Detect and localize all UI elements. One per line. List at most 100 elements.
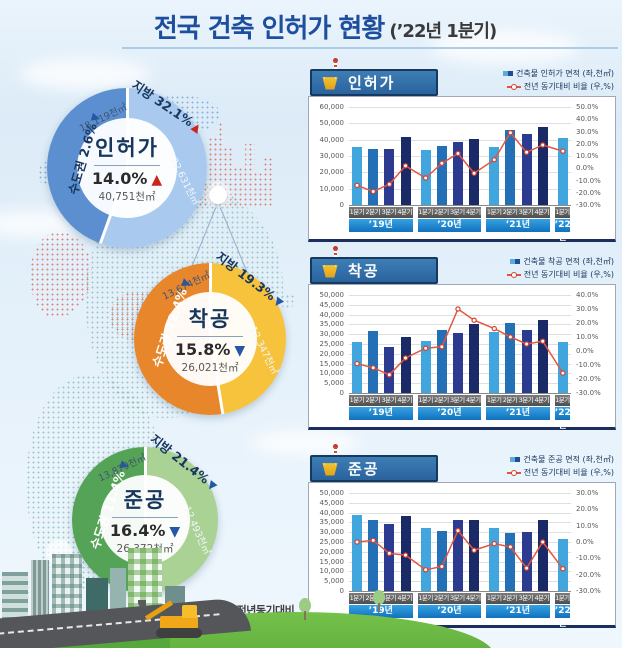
chart-header-permit: 인허가 xyxy=(310,69,438,96)
map-dots-islet xyxy=(280,294,296,308)
bar xyxy=(368,148,379,205)
chart-header-complete: 준공 xyxy=(310,455,438,482)
bar xyxy=(557,341,568,393)
gridline xyxy=(349,304,571,306)
y-axis-label-left: 30,000 xyxy=(319,528,345,537)
line-legend-icon xyxy=(506,469,521,476)
bar xyxy=(400,336,411,393)
donut-hole xyxy=(77,118,177,218)
quarter-label: 1분기 xyxy=(349,594,365,602)
year-label: ’19년 xyxy=(349,219,413,232)
quarter-label: 1분기 xyxy=(555,208,570,216)
tree-icon xyxy=(298,598,312,620)
bar xyxy=(384,346,395,393)
y-axis-label-left: 10,000 xyxy=(319,567,345,576)
quarter-label: 4분기 xyxy=(397,396,412,404)
y-axis-label-right: 0.0% xyxy=(576,164,594,173)
quarter-strip: 1분기 xyxy=(554,395,570,406)
bar xyxy=(489,146,500,205)
bucket-icon xyxy=(322,77,338,90)
chart-legend: 건축물 인허가 면적 (좌,천㎡) 전년 동기대비 비율 (우,%) xyxy=(502,68,614,92)
quarter-label: 2분기 xyxy=(502,208,518,216)
year-label: ’21년 xyxy=(486,219,550,232)
bar xyxy=(368,331,379,393)
quarter-label: 1분기 xyxy=(555,594,570,602)
y-axis-label-right: 30.0% xyxy=(576,489,599,497)
chart-title: 인허가 xyxy=(348,74,396,92)
y-axis-label-left: 5,000 xyxy=(323,379,344,388)
gridline xyxy=(349,512,571,514)
donut-center: 인허가 14.0% ▲ 40,751천㎡ xyxy=(79,120,175,216)
donut-total: 26,021천㎡ xyxy=(181,362,239,374)
crane-hook-icon xyxy=(330,444,340,458)
line-marker xyxy=(471,317,477,323)
bar xyxy=(352,147,363,205)
quarter-label: 3분기 xyxy=(450,208,465,216)
chart-header-start: 착공 xyxy=(310,257,438,284)
quarter-label: 1분기 xyxy=(418,396,433,404)
gridline xyxy=(349,107,571,108)
bar xyxy=(452,333,463,393)
gridline xyxy=(349,502,571,504)
donut-center: 착공 15.8% ▼ 26,021천㎡ xyxy=(164,293,255,384)
bar xyxy=(384,149,395,205)
building xyxy=(31,560,49,630)
quarter-label: 3분기 xyxy=(381,396,397,404)
quarter-label: 1분기 xyxy=(349,208,365,216)
y-axis-label-left: 45,000 xyxy=(319,498,345,507)
quarter-label: 4분기 xyxy=(465,208,481,216)
bar xyxy=(557,539,568,591)
quarter-label: 4분기 xyxy=(534,594,550,602)
quarter-label: 4분기 xyxy=(397,594,412,602)
y-axis-label-right: -10.0% xyxy=(576,361,601,369)
title-underline xyxy=(122,47,618,49)
city-illustration xyxy=(0,548,500,648)
y-axis-label-left: 0 xyxy=(339,587,344,595)
bar xyxy=(420,150,431,205)
x-axis-line xyxy=(349,205,571,206)
y-axis-label-right: 10.0% xyxy=(576,152,599,160)
quarter-label: 1분기 xyxy=(349,396,365,404)
year-label: ’22년 xyxy=(554,407,571,431)
y-axis-label-left: 35,000 xyxy=(319,518,345,527)
y-axis-label-left: 50,000 xyxy=(319,489,345,497)
y-axis-label-left: 60,000 xyxy=(319,103,345,111)
quarter-label: 3분기 xyxy=(518,396,534,404)
y-axis-label-left: 50,000 xyxy=(319,291,345,299)
quarter-label: 2분기 xyxy=(434,208,449,216)
title-main: 전국 건축 인허가 현황 xyxy=(153,14,385,44)
divider xyxy=(177,336,243,337)
y-axis-label-right: 0.0% xyxy=(576,347,594,355)
line-legend-icon xyxy=(506,83,521,90)
quarter-label: 2분기 xyxy=(434,396,449,404)
chart-frame: 0 5,000 10,000 15,000 20,000 25,000 30,000 35,0… xyxy=(308,284,616,431)
y-axis-label-left: 40,000 xyxy=(319,310,345,319)
y-axis-label-right: 10.0% xyxy=(576,521,599,530)
y-axis-label-right: -20.0% xyxy=(576,570,601,579)
y-axis-label-right: -10.0% xyxy=(576,176,601,185)
quarter-label: 1분기 xyxy=(418,208,433,216)
bar xyxy=(436,329,447,393)
donut-rate: 16.4% ▼ xyxy=(109,521,181,540)
quarter-label: 1분기 xyxy=(555,396,570,404)
bar xyxy=(400,137,411,205)
gridline xyxy=(349,123,571,125)
donut-hole xyxy=(162,291,258,387)
donut-rate: 15.8% ▼ xyxy=(174,340,246,359)
legend-label: 건축물 준공 면적 (좌,천㎡) xyxy=(523,455,614,464)
y-axis-label-left: 50,000 xyxy=(319,119,345,128)
chart-legend: 건축물 착공 면적 (좌,천㎡) 전년 동기대비 비율 (우,%) xyxy=(506,256,614,280)
year-label: ’20년 xyxy=(417,219,482,232)
divider xyxy=(94,165,160,166)
trend-arrow-icon: ▼ xyxy=(169,524,181,540)
y-axis-label-left: 0 xyxy=(339,389,344,397)
quarter-label: 4분기 xyxy=(465,396,481,404)
bucket-icon xyxy=(322,265,338,278)
cloud-decoration xyxy=(250,430,360,456)
map-pin-icon xyxy=(209,186,227,204)
year-label: ’21년 xyxy=(486,407,550,420)
